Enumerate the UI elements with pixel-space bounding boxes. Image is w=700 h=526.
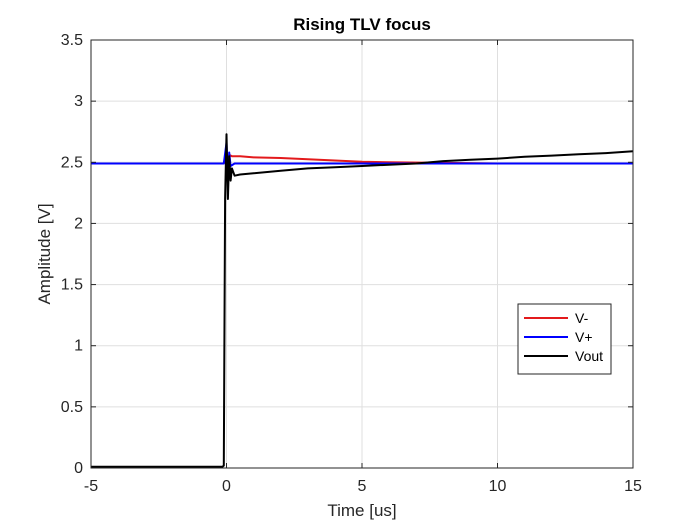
y-tick-label: 3 — [74, 93, 83, 110]
y-tick-label: 2.5 — [61, 154, 83, 171]
y-tick-label: 0 — [74, 460, 83, 477]
y-tick-label: 0.5 — [61, 399, 83, 416]
series-line-vout — [91, 133, 634, 468]
y-tick-label: 1.5 — [61, 277, 83, 294]
legend-box — [517, 303, 612, 375]
series-lines — [91, 133, 634, 468]
legend-label: Vout — [575, 348, 603, 364]
y-tick-label: 1 — [74, 338, 83, 355]
series-line-v- — [91, 141, 633, 182]
y-tick-label: 3.5 — [61, 32, 83, 49]
x-axis-label: Time [us] — [327, 501, 396, 520]
x-tick-label: -5 — [84, 478, 98, 495]
legend: V- V+ Vout — [517, 303, 612, 375]
x-tick-label: 10 — [489, 478, 507, 495]
y-axis-label: Amplitude [V] — [35, 203, 54, 304]
y-tick-label: 2 — [74, 215, 83, 232]
legend-label: V- — [575, 310, 589, 326]
chart-title: Rising TLV focus — [293, 15, 431, 34]
x-tick-label: 5 — [358, 478, 367, 495]
x-tick-label: 0 — [222, 478, 231, 495]
legend-label: V+ — [575, 329, 593, 345]
x-tick-label: 15 — [624, 478, 642, 495]
